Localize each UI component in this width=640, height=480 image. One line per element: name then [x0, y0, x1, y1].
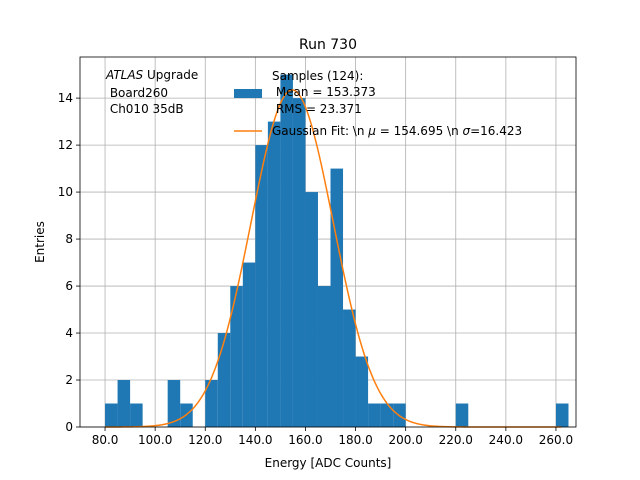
upgrade-label: Upgrade — [143, 68, 198, 82]
histogram-bar-0 — [105, 403, 118, 427]
y-tick-label-3: 6 — [65, 279, 73, 293]
histogram-bar-36 — [555, 403, 569, 427]
annotation-line-1: ATLAS Upgrade — [105, 68, 198, 82]
legend-hist-line-1: Samples (124): — [272, 69, 363, 83]
y-tick-label-4: 8 — [65, 232, 73, 246]
histogram-bar-12 — [255, 145, 268, 427]
y-tick-label-5: 10 — [58, 185, 73, 199]
histogram-bar-9 — [217, 333, 231, 427]
histogram-bar-8 — [205, 380, 218, 427]
chart-title: Run 730 — [299, 37, 357, 53]
x-tick-label-1: 100.0 — [138, 433, 172, 447]
histogram-bar-11 — [242, 262, 256, 427]
y-tick-label-7: 14 — [58, 91, 73, 105]
x-tick-label-4: 160.0 — [288, 433, 322, 447]
x-tick-label-3: 140.0 — [238, 433, 272, 447]
x-tick-label-9: 260.0 — [539, 433, 573, 447]
histogram-bar-19 — [343, 309, 356, 427]
histogram-bar-20 — [355, 356, 369, 427]
plot-frame — [79, 56, 577, 428]
x-tick-label-0: 80.0 — [92, 433, 119, 447]
histogram-bar-10 — [230, 286, 243, 427]
y-tick-label-2: 4 — [65, 326, 73, 340]
histogram-bar-28 — [455, 403, 469, 427]
histogram-bar-18 — [330, 168, 344, 428]
y-tick-label-1: 2 — [65, 373, 73, 387]
annotation-line-3: Ch010 35dB — [106, 102, 184, 116]
y-tick-label-0: 0 — [65, 420, 73, 434]
x-tick-label-6: 200.0 — [388, 433, 422, 447]
histogram-bar-13 — [267, 121, 281, 427]
legend-fit-sigma: σ — [463, 124, 471, 138]
x-axis-ticks: 80.0 100.0 120.0 140.0 160.0 180.0 200.0 220.0 2… — [92, 427, 573, 447]
x-tick-label-7: 220.0 — [439, 433, 473, 447]
legend-fit-prefix: Gaussian Fit: \n — [272, 124, 368, 138]
histogram-bar-16 — [305, 192, 318, 427]
y-axis-label: Entries — [33, 221, 47, 263]
histogram-bar-22 — [380, 403, 394, 427]
atlas-label: ATLAS — [105, 68, 144, 82]
atlas-annotation: ATLAS Upgrade Board260 Ch010 35dB — [105, 68, 198, 116]
legend: Samples (124): Mean = 153.373 RMS = 23.3… — [234, 69, 522, 138]
y-tick-label-6: 12 — [58, 138, 73, 152]
histogram-bar-17 — [317, 286, 331, 427]
histogram-bar-14 — [280, 74, 293, 427]
legend-hist-line-3: RMS = 23.371 — [272, 102, 362, 116]
histogram-bars — [105, 74, 569, 428]
histogram-bar-21 — [368, 403, 381, 427]
annotation-line-2: Board260 — [106, 86, 168, 100]
histogram-bar-1 — [117, 380, 131, 427]
legend-fit-mid: = 154.695 \n — [376, 124, 463, 138]
legend-fit-label: Gaussian Fit: \n μ = 154.695 \n σ=16.423 — [272, 124, 522, 138]
legend-fit-suffix: =16.423 — [470, 124, 522, 138]
x-tick-label-5: 180.0 — [338, 433, 372, 447]
histogram-bar-2 — [130, 403, 143, 427]
x-axis-label: Energy [ADC Counts] — [265, 456, 392, 470]
histogram-bar-15 — [292, 98, 306, 427]
x-tick-label-8: 240.0 — [489, 433, 523, 447]
legend-fit-mu: μ — [367, 124, 376, 138]
histogram-bar-5 — [167, 380, 181, 427]
legend-hist-swatch — [234, 89, 262, 98]
legend-hist-line-2: Mean = 153.373 — [272, 85, 376, 99]
x-tick-label-2: 120.0 — [188, 433, 222, 447]
y-axis-ticks: 0 2 4 6 8 10 12 14 — [58, 91, 80, 434]
